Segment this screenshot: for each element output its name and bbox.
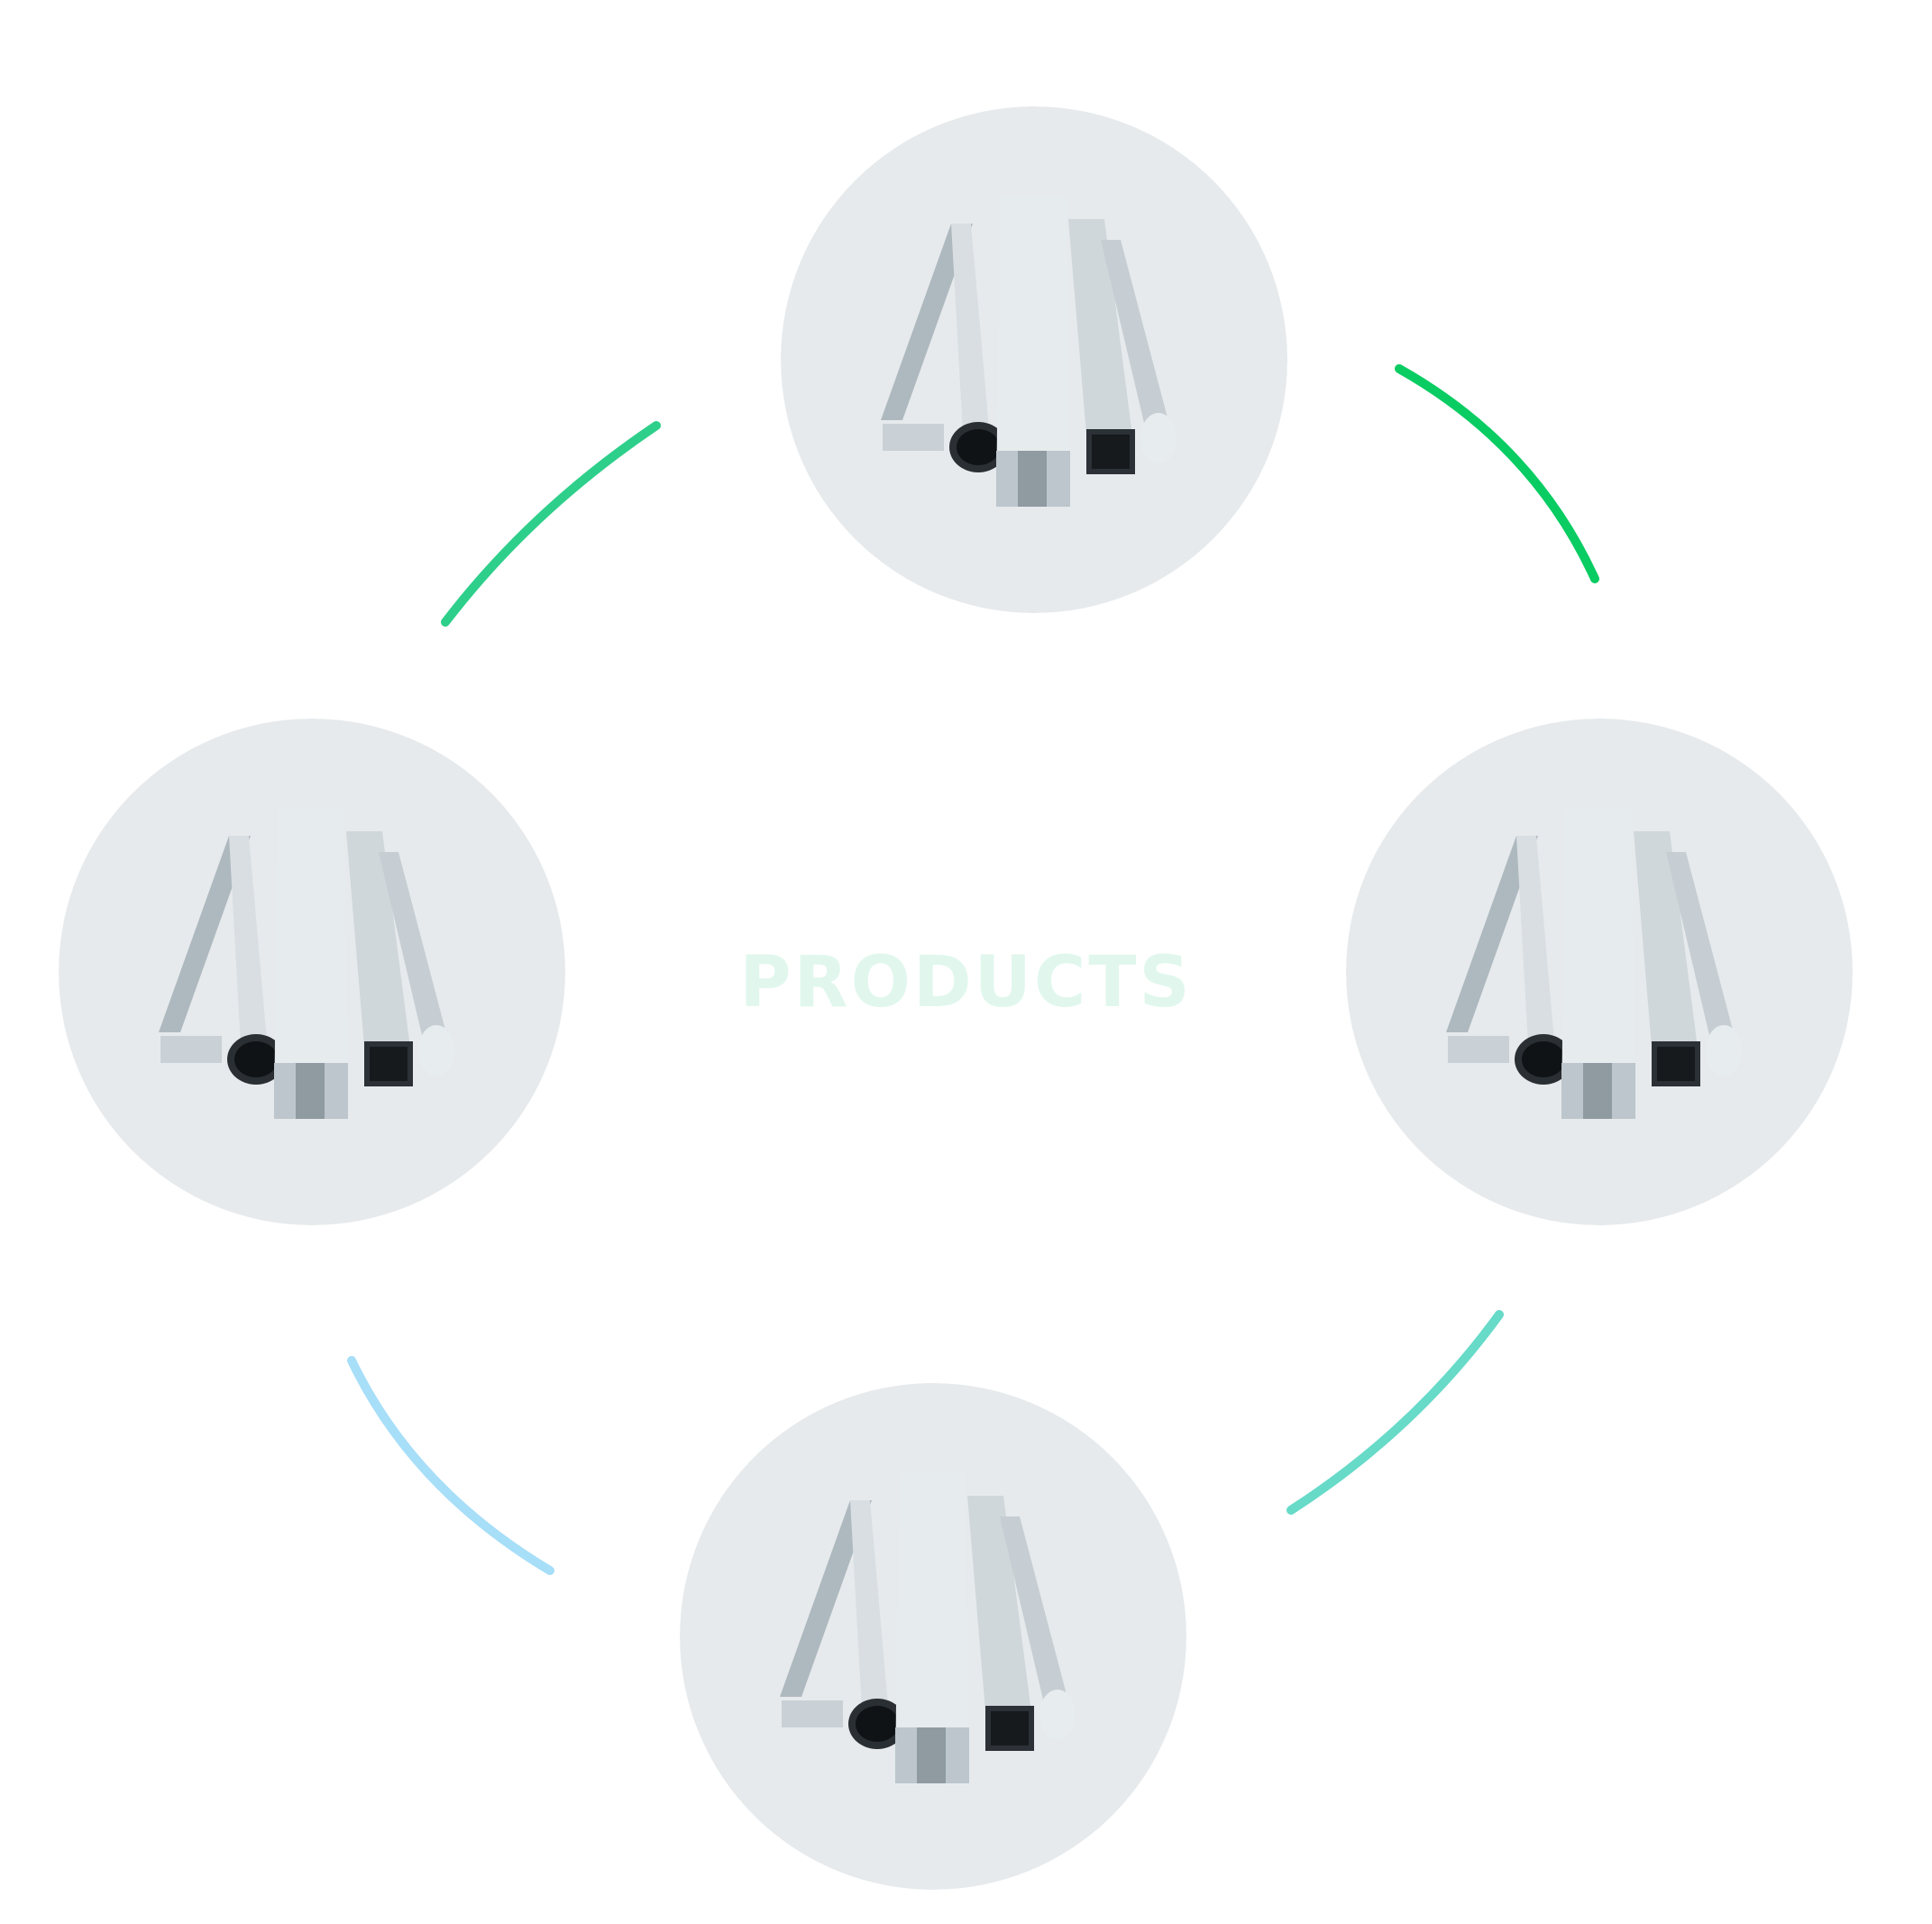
- arc-bottom-right: [1286, 1310, 1504, 1515]
- arc-top-right: [1395, 364, 1599, 583]
- metal-profiles-icon: [680, 1383, 1186, 1890]
- metal-profiles-icon: [59, 719, 565, 1225]
- arc-top-left: [441, 421, 661, 627]
- arc-bottom-left: [347, 1356, 554, 1575]
- product-node-right[interactable]: [1346, 719, 1853, 1225]
- center-title: PRODUCTS: [739, 942, 1193, 1023]
- metal-profiles-icon: [781, 106, 1287, 613]
- metal-profiles-icon: [1346, 719, 1853, 1225]
- product-node-left[interactable]: [59, 719, 565, 1225]
- product-node-bottom[interactable]: [680, 1383, 1186, 1890]
- product-node-top[interactable]: [781, 106, 1287, 613]
